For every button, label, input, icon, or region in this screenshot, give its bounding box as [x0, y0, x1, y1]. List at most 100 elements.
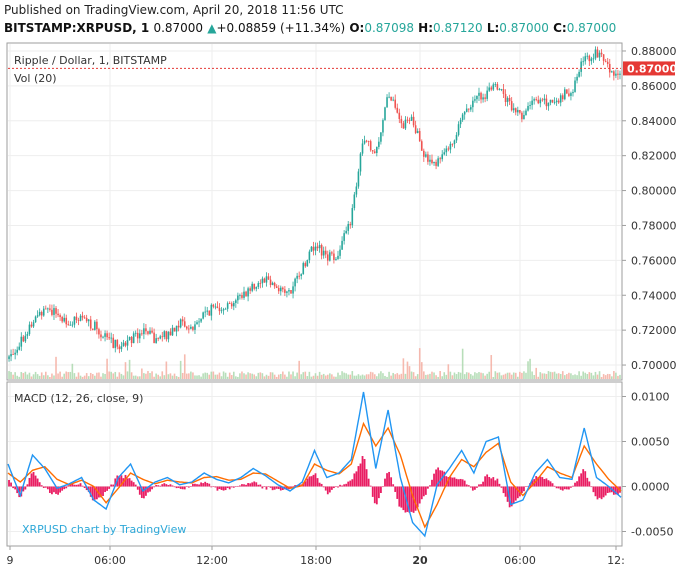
- macd-histogram-bar: [218, 486, 221, 490]
- macd-histogram-bar: [455, 478, 458, 487]
- macd-histogram-bar: [492, 477, 495, 487]
- macd-histogram-bar: [343, 484, 346, 487]
- candle-body: [435, 161, 437, 166]
- volume-bar: [613, 371, 615, 379]
- macd-histogram-bar: [582, 469, 585, 487]
- volume-bar: [245, 374, 247, 379]
- candle-body: [71, 324, 74, 326]
- macd-histogram-bar: [130, 480, 133, 487]
- volume-bar: [251, 373, 253, 379]
- candle-body: [570, 93, 572, 96]
- macd-histogram-bar: [163, 483, 166, 487]
- volume-bar: [190, 371, 192, 379]
- candle-body: [331, 252, 333, 254]
- macd-histogram-bar: [461, 479, 464, 487]
- macd-histogram-bar: [337, 486, 339, 488]
- macd-histogram-bar: [253, 481, 256, 487]
- volume-bar: [484, 375, 486, 379]
- candle-body: [506, 97, 509, 103]
- candle-body: [574, 80, 576, 92]
- volume-bar: [423, 371, 425, 379]
- volume-bar: [286, 376, 288, 379]
- volume-bar: [24, 371, 27, 379]
- candle-body: [302, 263, 305, 275]
- candle-body: [49, 308, 51, 310]
- candle-body: [439, 158, 441, 160]
- last-price-label: 0.87000: [627, 62, 677, 75]
- macd-histogram-bar: [373, 486, 376, 504]
- macd-histogram-bar: [570, 486, 572, 488]
- candle-body: [359, 153, 362, 172]
- volume-bar: [296, 372, 298, 379]
- candle-body: [606, 61, 609, 64]
- candle-body: [177, 325, 180, 328]
- volume-bar: [335, 376, 337, 379]
- macd-histogram-bar: [561, 486, 564, 491]
- volume-bar: [49, 376, 51, 379]
- candle-body: [40, 311, 43, 316]
- volume-bar: [459, 372, 462, 379]
- candle-body: [38, 311, 41, 316]
- candle-body: [157, 338, 159, 339]
- candle-body: [373, 151, 376, 153]
- candle-body: [36, 315, 39, 317]
- volume-bar: [472, 375, 474, 379]
- candle-body: [10, 354, 12, 357]
- candle-body: [376, 146, 378, 153]
- volume-bar: [12, 374, 14, 379]
- volume-bar: [425, 374, 427, 379]
- candle-body: [198, 321, 200, 323]
- volume-bar: [402, 358, 405, 379]
- volume-bar: [96, 372, 98, 379]
- macd-histogram-bar: [463, 480, 466, 487]
- volume-bar: [173, 373, 176, 379]
- volume-bar: [521, 372, 523, 379]
- candle-body: [425, 154, 427, 157]
- macd-histogram-bar: [226, 486, 229, 489]
- macd-histogram-bar: [132, 482, 135, 487]
- macd-histogram-bar: [516, 486, 519, 499]
- macd-histogram-bar: [551, 483, 554, 487]
- volume-bar: [230, 375, 233, 379]
- macd-histogram-bar: [200, 482, 202, 487]
- volume-bar: [525, 372, 527, 379]
- volume-bar: [210, 371, 213, 379]
- macd-histogram-bar: [104, 486, 106, 493]
- volume-bar: [541, 373, 544, 379]
- candle-body: [371, 150, 374, 152]
- macd-histogram-bar: [320, 483, 323, 487]
- candle-body: [378, 141, 380, 147]
- macd-histogram-bar: [34, 475, 37, 487]
- candle-body: [159, 336, 162, 339]
- macd-histogram-bar: [539, 476, 542, 487]
- candle-body: [296, 275, 298, 279]
- chart-svg[interactable]: 0.88000 0.86000 0.84000 0.82000 0.80000 0.780…: [0, 40, 681, 576]
- candle-body: [551, 99, 554, 103]
- volume-bar: [79, 375, 82, 379]
- macd-histogram-bar: [324, 486, 327, 491]
- macd-histogram-bar: [308, 476, 311, 487]
- candle-body: [98, 329, 100, 335]
- volume-bar: [318, 371, 321, 379]
- macd-histogram-bar: [304, 481, 307, 487]
- macd-histogram-bar: [333, 486, 335, 489]
- macd-histogram-bar: [298, 484, 301, 487]
- volume-bar: [279, 373, 282, 379]
- macd-histogram-bar: [557, 486, 560, 489]
- volume-bar: [228, 372, 231, 379]
- macd-histogram-bar: [567, 486, 570, 490]
- macd-histogram-bar: [512, 486, 515, 504]
- candle-body: [275, 286, 278, 288]
- volume-bar: [196, 375, 198, 379]
- candle-body: [521, 112, 523, 120]
- volume-bar: [302, 372, 305, 379]
- candle-body: [273, 282, 276, 287]
- candle-body: [20, 336, 23, 347]
- time-tick-label: 20: [412, 554, 428, 567]
- candle-body: [26, 334, 29, 336]
- macd-histogram-bar: [216, 486, 219, 491]
- macd-histogram-bar: [198, 484, 200, 487]
- macd-histogram-bar: [106, 486, 109, 491]
- macd-histogram-bar: [251, 482, 254, 487]
- volume-bar: [69, 371, 72, 379]
